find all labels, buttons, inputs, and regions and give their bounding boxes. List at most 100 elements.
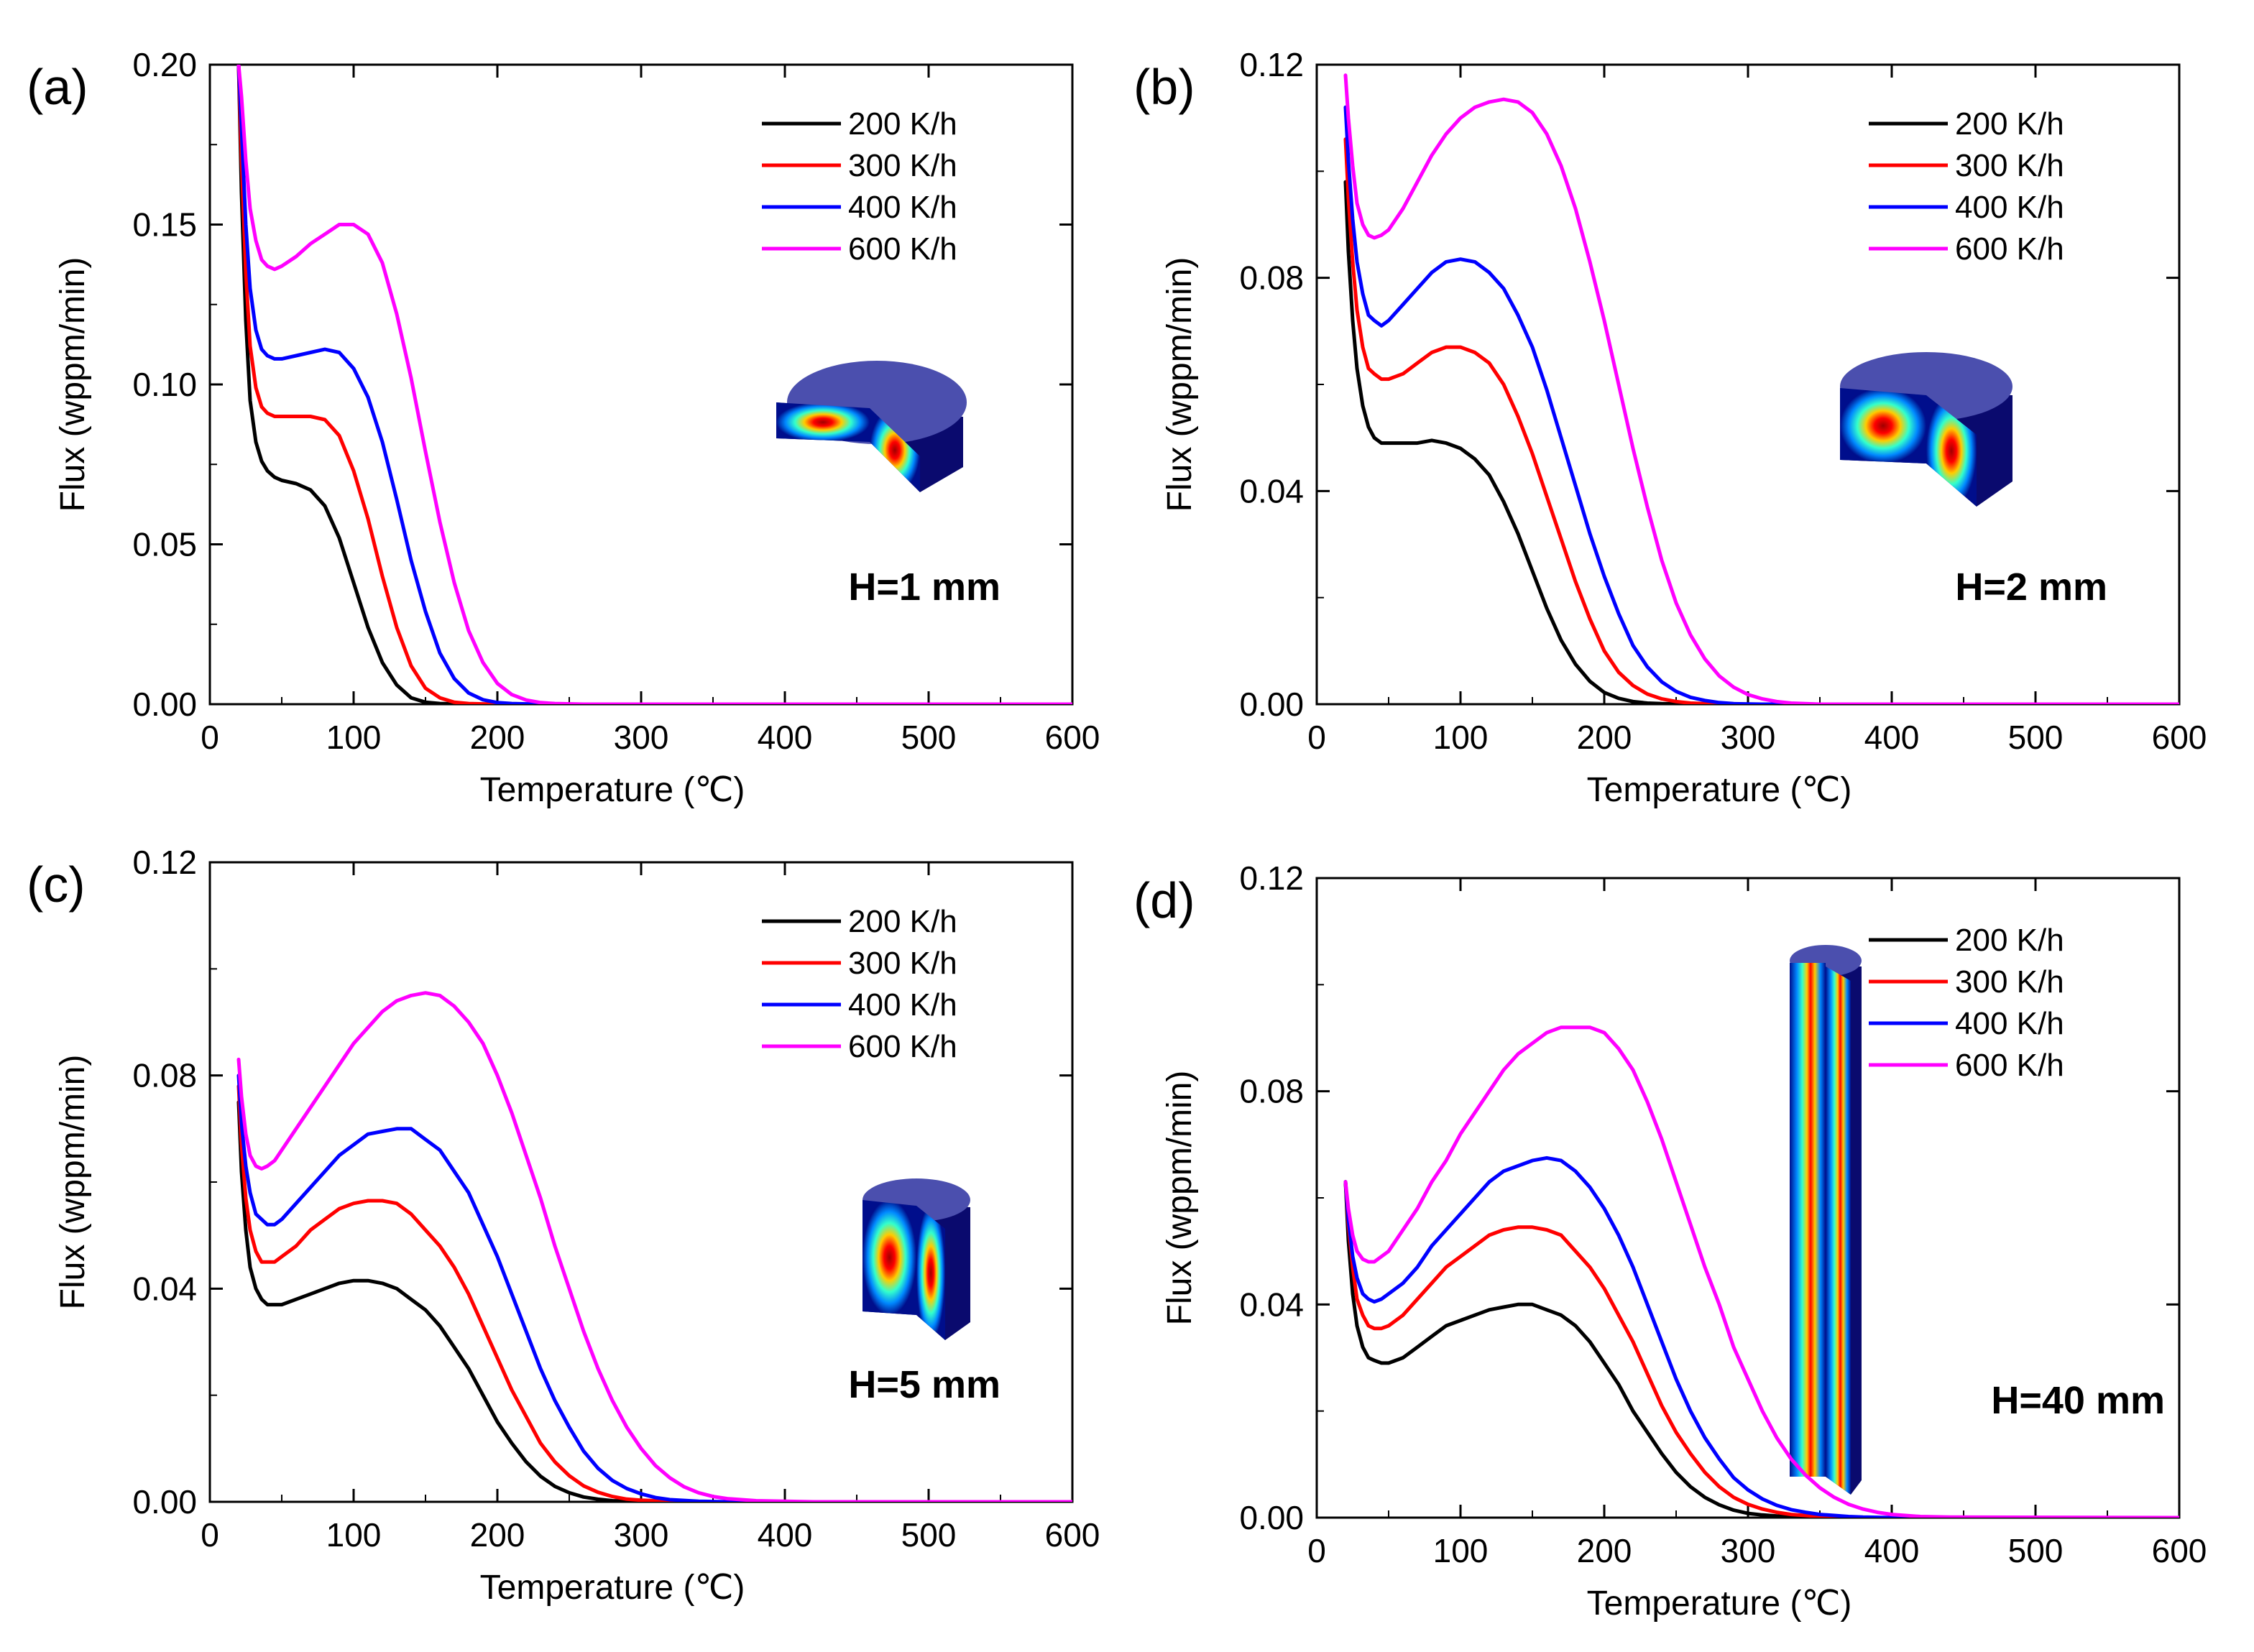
x-tick-label: 600: [2152, 1532, 2207, 1569]
x-axis-title: Temperature (℃): [480, 1569, 745, 1607]
series-line-600kh: [1343, 73, 2179, 704]
x-tick-label: 0: [1307, 719, 1326, 756]
inset-cut-face: [862, 1200, 916, 1315]
inset-cut-face: [1826, 966, 1851, 1495]
x-tick-label: 100: [326, 719, 382, 756]
legend-label: 400 K/h: [1955, 190, 2064, 225]
legend-label: 200 K/h: [1955, 106, 2064, 142]
legend-label: 600 K/h: [848, 1029, 957, 1064]
height-annotation: H=5 mm: [848, 1363, 1000, 1406]
series-line-600kh: [1343, 1025, 2179, 1518]
panel-label: (c): [27, 857, 86, 913]
x-tick-label: 0: [201, 1516, 219, 1554]
x-tick-label: 200: [470, 1516, 525, 1554]
x-axis-title: Temperature (℃): [1587, 771, 1852, 809]
y-axis-title: Flux (wppm/min): [54, 257, 92, 512]
y-tick-label: 0.00: [1239, 1499, 1304, 1536]
y-tick-label: 0.20: [132, 46, 197, 83]
legend-label: 300 K/h: [848, 946, 957, 981]
inset-model-icon: [1840, 352, 2012, 507]
legend-label: 200 K/h: [848, 904, 957, 939]
x-tick-label: 400: [1864, 719, 1920, 756]
panel-label: (a): [27, 59, 88, 115]
x-tick-label: 300: [614, 1516, 669, 1554]
x-tick-label: 600: [1045, 1516, 1100, 1554]
inset-cut-face: [776, 402, 870, 442]
panel-c: 0 100 200 300 400 500 600 0.00 0.04 0.08 0.12 Tempe…: [27, 844, 1100, 1607]
x-tick-label: 400: [1864, 1532, 1920, 1569]
y-tick-label: 0.04: [1239, 1286, 1304, 1323]
x-tick-label: 100: [1433, 719, 1489, 756]
series-line-200kh: [236, 65, 1072, 704]
x-tick-label: 300: [614, 719, 669, 756]
x-axis-title: Temperature (℃): [480, 771, 745, 809]
series-line-400kh: [1343, 1155, 2179, 1518]
inset-model-icon: [776, 361, 967, 492]
x-tick-label: 200: [1577, 719, 1632, 756]
y-tick-label: 0.12: [1239, 859, 1304, 897]
legend-label: 400 K/h: [848, 190, 957, 225]
inset-cut-face: [1840, 388, 1926, 463]
height-annotation: H=1 mm: [848, 566, 1000, 609]
x-tick-label: 400: [758, 719, 813, 756]
legend-label: 300 K/h: [1955, 148, 2064, 183]
x-tick-label: 100: [1433, 1532, 1489, 1569]
legend-label: 600 K/h: [1955, 231, 2064, 267]
panel-b: 0 100 200 300 400 500 600 0.00 0.04 0.08 0.12 Tempe…: [1133, 46, 2207, 809]
inset-model-icon: [1790, 945, 1862, 1495]
legend-label: 400 K/h: [848, 987, 957, 1023]
panel-label: (b): [1133, 59, 1195, 115]
y-tick-label: 0.12: [132, 844, 197, 881]
x-tick-label: 0: [1307, 1532, 1326, 1569]
series-line-200kh: [1343, 1180, 2179, 1518]
x-tick-label: 500: [2008, 719, 2064, 756]
legend-label: 200 K/h: [1955, 923, 2064, 958]
series-line-200kh: [236, 1100, 1072, 1502]
legend-label: 300 K/h: [848, 148, 957, 183]
panel-a: 0 100 200 300 400 500 600 0.00 0.05 0.10 0.15 0.20 T…: [27, 46, 1100, 809]
y-axis-title: Flux (wppm/min): [54, 1055, 92, 1310]
inset-cut-face: [870, 408, 920, 492]
y-tick-label: 0.10: [132, 366, 197, 403]
series-group: [1343, 1025, 2179, 1518]
legend-label: 600 K/h: [1955, 1048, 2064, 1083]
panel-label: (d): [1133, 872, 1195, 928]
series-line-300kh: [1343, 1180, 2179, 1518]
x-tick-label: 300: [1721, 719, 1776, 756]
series-line-400kh: [236, 1074, 1072, 1502]
x-tick-label: 600: [1045, 719, 1100, 756]
inset-cut-face: [1790, 963, 1826, 1477]
y-tick-label: 0.04: [132, 1270, 197, 1307]
x-tick-label: 500: [2008, 1532, 2064, 1569]
y-tick-label: 0.12: [1239, 46, 1304, 83]
inset-model-icon: [862, 1178, 970, 1340]
height-annotation: H=2 mm: [1955, 566, 2107, 609]
legend-label: 600 K/h: [848, 231, 957, 267]
x-tick-label: 300: [1721, 1532, 1776, 1569]
inset-cut-face: [916, 1206, 945, 1340]
inset-cut-face: [1926, 395, 1977, 507]
series-group: [1343, 73, 2179, 704]
height-annotation: H=40 mm: [1991, 1379, 2165, 1422]
x-tick-label: 200: [470, 719, 525, 756]
series-line-300kh: [1343, 137, 2179, 704]
x-tick-label: 600: [2152, 719, 2207, 756]
x-tick-label: 100: [326, 1516, 382, 1554]
y-tick-label: 0.05: [132, 526, 197, 563]
legend-label: 300 K/h: [1955, 964, 2064, 1000]
series-line-600kh: [236, 65, 1072, 704]
panel-d: 0 100 200 300 400 500 600 0.00 0.04 0.08 0.12 Tempe…: [1133, 859, 2207, 1623]
y-axis-title: Flux (wppm/min): [1161, 257, 1199, 512]
series-line-200kh: [1343, 180, 2179, 704]
series-group: [236, 65, 1072, 704]
y-tick-label: 0.08: [1239, 1073, 1304, 1110]
legend-label: 400 K/h: [1955, 1006, 2064, 1041]
x-tick-label: 500: [901, 1516, 957, 1554]
series-line-300kh: [236, 1084, 1072, 1502]
x-tick-label: 500: [901, 719, 957, 756]
y-axis-title: Flux (wppm/min): [1161, 1071, 1199, 1326]
series-line-400kh: [1343, 105, 2179, 704]
series-line-400kh: [236, 65, 1072, 704]
x-axis-title: Temperature (℃): [1587, 1584, 1852, 1623]
y-tick-label: 0.08: [132, 1057, 197, 1094]
